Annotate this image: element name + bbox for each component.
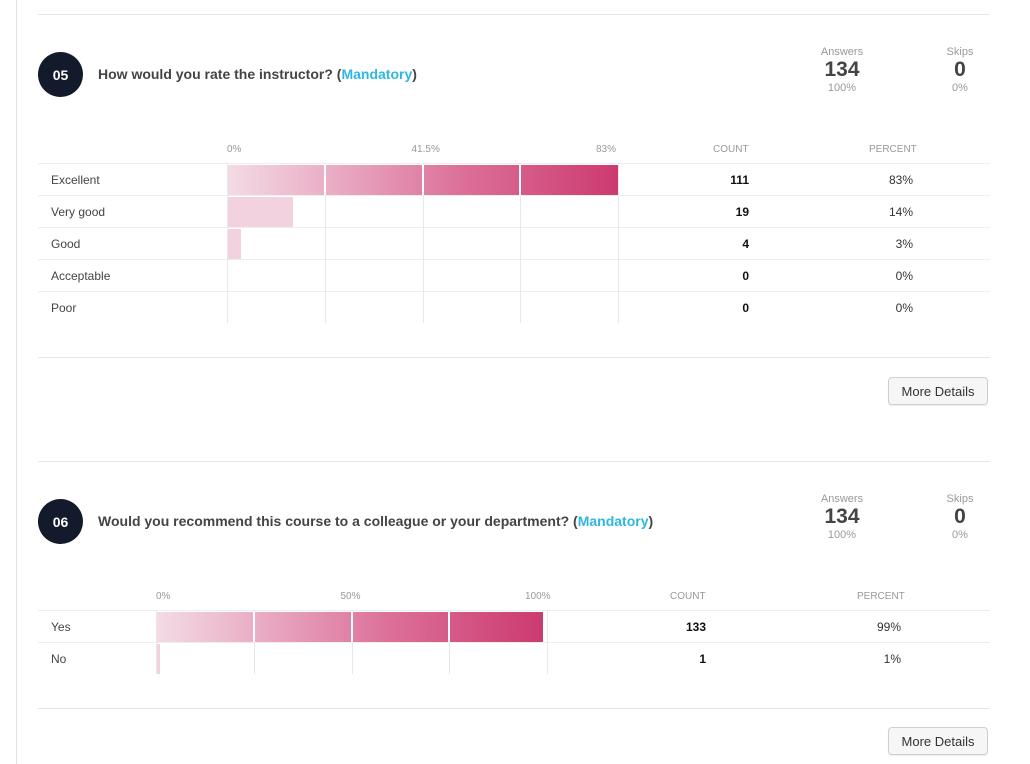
count-column-header: COUNT (670, 591, 706, 602)
question-number-badge: 05 (38, 52, 83, 97)
axis-tick-label: 83% (596, 144, 617, 155)
bar-segment-divider (252, 612, 255, 642)
response-count: 111 (730, 173, 749, 187)
left-border (16, 0, 17, 764)
response-count: 133 (685, 620, 706, 634)
response-percent: 1% (883, 652, 901, 666)
skips-count: 0 (954, 505, 966, 528)
mandatory-label: Mandatory (577, 513, 649, 529)
answers-label: Answers (820, 46, 864, 58)
answers-count: 134 (824, 505, 860, 528)
skips-count: 0 (954, 58, 966, 81)
table-row: No 1 1% (38, 642, 990, 675)
question-title: Would you recommend this course to a col… (98, 513, 654, 529)
skips-label: Skips (946, 493, 974, 505)
grid-line (422, 163, 424, 323)
row-label: Excellent (51, 173, 100, 187)
axis-tick-label: 41.5% (411, 144, 440, 155)
percent-column-header: PERCENT (869, 144, 917, 155)
response-count: 19 (735, 205, 749, 219)
table-row: Acceptable 0 0% (38, 259, 990, 292)
response-bar (157, 612, 544, 642)
axis-tick-label: 100% (525, 591, 551, 602)
divider (38, 708, 990, 709)
row-label: Good (51, 237, 81, 251)
mandatory-label: Mandatory (341, 66, 413, 82)
bar-segment-divider (519, 165, 522, 195)
answers-percent: 100% (827, 82, 857, 94)
divider (38, 14, 990, 15)
grid-line (520, 163, 522, 323)
skips-percent: 0% (952, 82, 968, 94)
more-details-button[interactable]: More Details (888, 377, 988, 405)
grid-line (547, 610, 548, 674)
answers-label: Answers (820, 493, 864, 505)
axis-tick-label: 0% (156, 591, 171, 602)
grid-line (253, 610, 255, 674)
divider (38, 357, 990, 358)
bar-segment-divider (350, 612, 353, 642)
table-row: Yes 133 99% (38, 610, 990, 643)
question-text: Would you recommend this course to a col… (98, 513, 578, 529)
percent-column-header: PERCENT (857, 591, 905, 602)
response-count: 1 (699, 652, 706, 666)
row-label: Poor (51, 301, 77, 315)
answers-stat: Answers 134 100% (812, 493, 872, 541)
response-percent: 83% (888, 173, 913, 187)
response-percent: 0% (895, 269, 913, 283)
table-row: Poor 0 0% (38, 291, 990, 324)
grid-line (156, 610, 157, 674)
grid-line (449, 610, 451, 674)
question-text: How would you rate the instructor? ( (98, 66, 342, 82)
row-label: Very good (51, 205, 106, 219)
question-number-badge: 06 (38, 499, 83, 544)
response-count: 4 (742, 237, 749, 251)
answers-percent: 100% (827, 529, 857, 541)
question-title: How would you rate the instructor? (Mand… (98, 66, 417, 82)
response-percent: 14% (888, 205, 913, 219)
table-row: Good 4 3% (38, 227, 990, 260)
response-bar (228, 197, 293, 227)
grid-line (324, 163, 326, 323)
grid-line (618, 163, 619, 323)
grid-line (227, 163, 228, 323)
bar-segment-divider (323, 165, 326, 195)
grid-line (351, 610, 353, 674)
response-count: 0 (742, 269, 749, 283)
response-percent: 0% (895, 301, 913, 315)
row-label: No (51, 652, 67, 666)
skips-percent: 0% (952, 529, 968, 541)
count-column-header: COUNT (713, 144, 749, 155)
response-count: 0 (742, 301, 749, 315)
axis-tick-label: 50% (340, 591, 361, 602)
response-bar (157, 644, 160, 674)
skips-label: Skips (946, 46, 974, 58)
skips-stat: Skips 0 0% (940, 493, 980, 541)
response-percent: 3% (895, 237, 913, 251)
response-bar (228, 229, 242, 259)
table-row: Very good 19 14% (38, 195, 990, 228)
answers-count: 134 (824, 58, 860, 81)
bar-segment-divider (421, 165, 424, 195)
answers-stat: Answers 134 100% (812, 46, 872, 94)
more-details-button[interactable]: More Details (888, 727, 988, 755)
skips-stat: Skips 0 0% (940, 46, 980, 94)
axis-tick-label: 0% (227, 144, 242, 155)
table-row: Excellent 111 83% (38, 163, 990, 196)
divider (38, 461, 990, 462)
row-label: Acceptable (51, 269, 111, 283)
row-label: Yes (51, 620, 71, 634)
question-number: 06 (52, 513, 69, 530)
response-percent: 99% (876, 620, 901, 634)
bar-segment-divider (448, 612, 451, 642)
question-number: 05 (52, 66, 69, 83)
